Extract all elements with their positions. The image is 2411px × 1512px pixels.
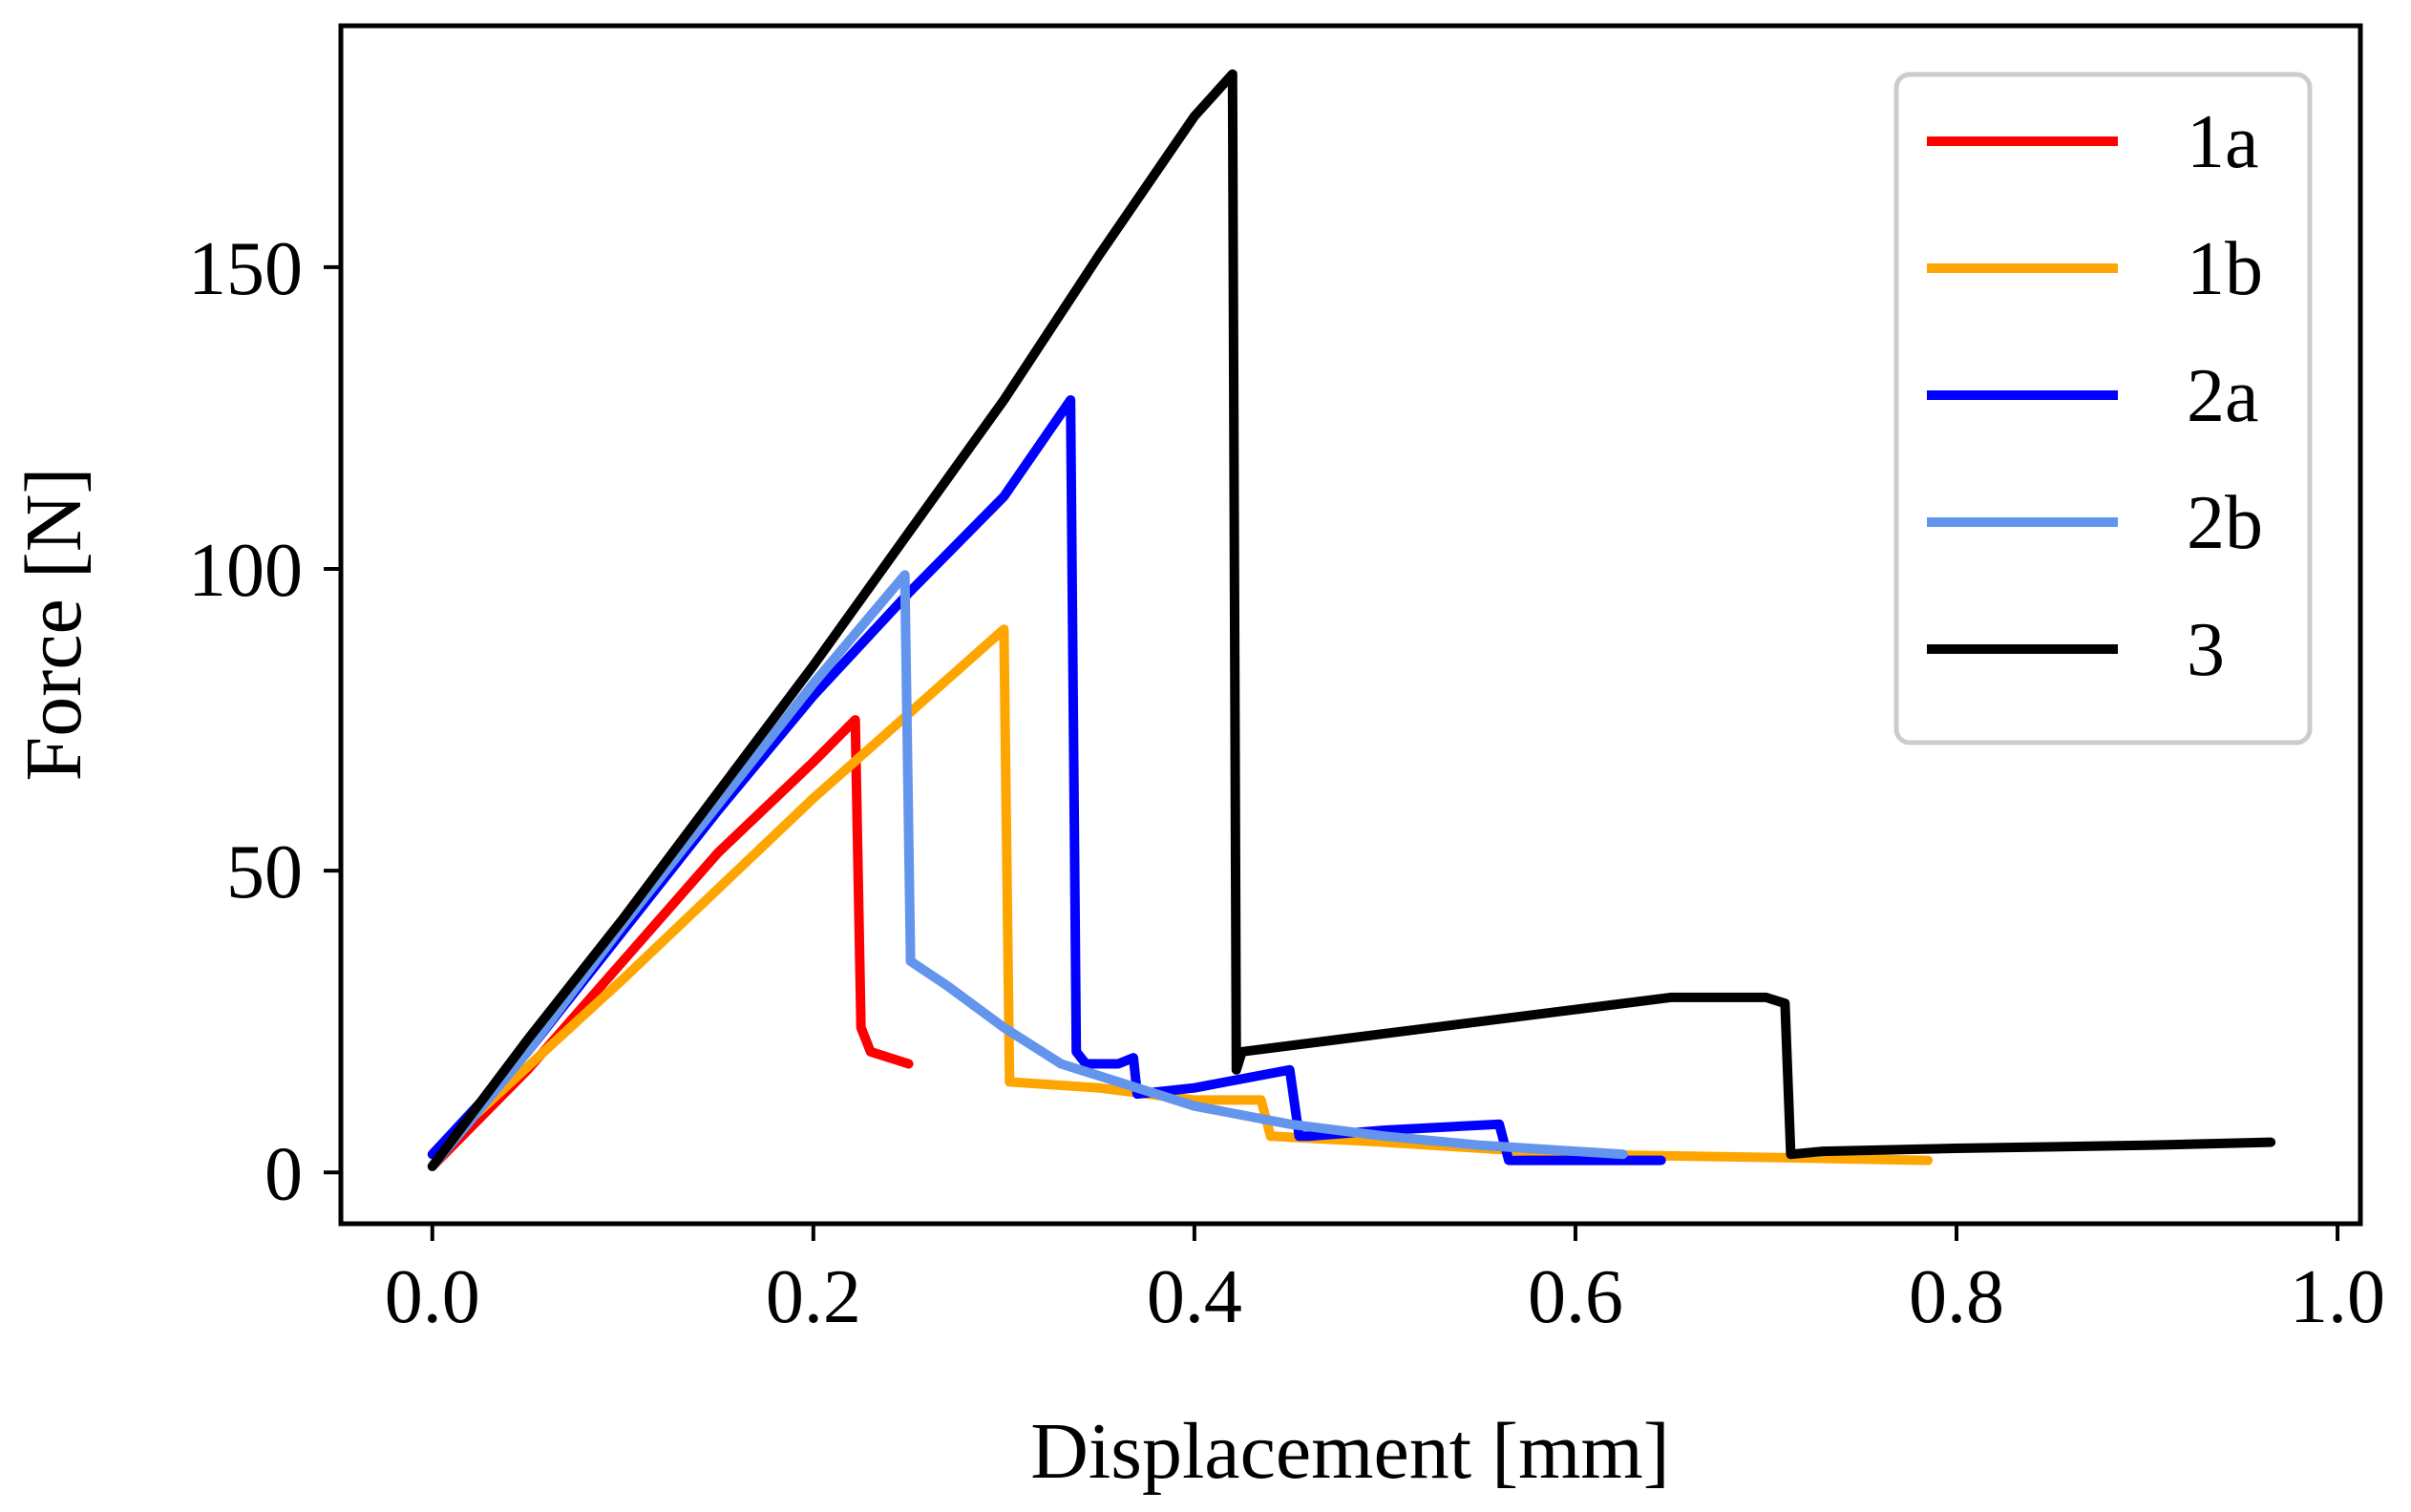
y-tick-label: 150	[188, 227, 303, 311]
x-tick-label: 1.0	[2290, 1255, 2385, 1339]
legend-label-2a: 2a	[2187, 354, 2259, 438]
series-line-3	[427, 69, 2276, 1171]
x-tick-label: 0.2	[766, 1255, 861, 1339]
x-axis: 0.0 0.2 0.4 0.6 0.8 1.0	[385, 1224, 2385, 1339]
y-axis-title: Force [N]	[10, 468, 98, 782]
y-axis: 0 50 100 150	[188, 227, 341, 1216]
series-line-1a	[427, 715, 914, 1171]
legend: 1a 1b 2a 2b 3	[1893, 72, 2313, 746]
x-tick-label: 0.4	[1147, 1255, 1242, 1339]
legend-label-2b: 2b	[2187, 481, 2263, 565]
legend-label-1b: 1b	[2187, 227, 2263, 311]
x-tick-label: 0.8	[1909, 1255, 2004, 1339]
x-axis-title: Displacement [mm]	[1030, 1407, 1669, 1496]
series-line-2b	[427, 570, 1628, 1171]
legend-frame	[1893, 72, 2313, 746]
x-tick-label: 0.0	[385, 1255, 480, 1339]
y-tick-label: 50	[226, 830, 303, 914]
legend-label-1a: 1a	[2187, 100, 2259, 184]
y-tick-label: 100	[188, 529, 303, 613]
x-tick-label: 0.6	[1528, 1255, 1623, 1339]
series-layer	[427, 69, 2276, 1171]
series-line-2a	[427, 395, 1666, 1166]
y-tick-label: 0	[264, 1132, 303, 1216]
legend-label-3: 3	[2187, 608, 2225, 692]
